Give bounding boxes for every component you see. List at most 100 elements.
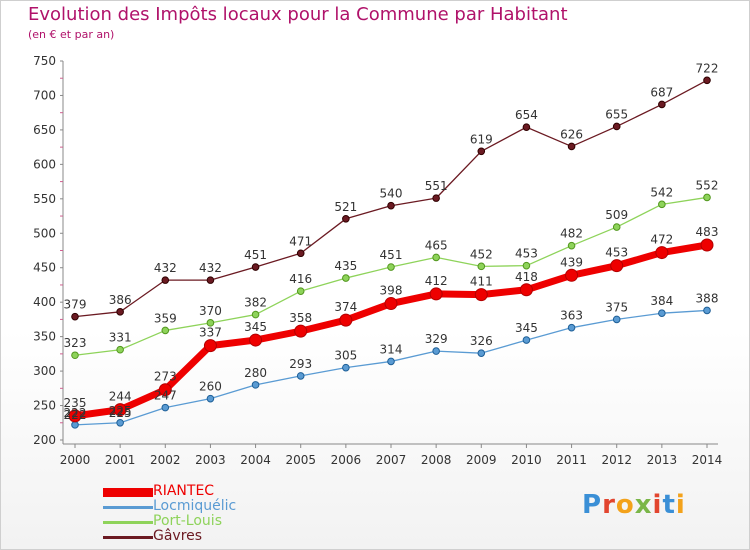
- data-point: [251, 381, 260, 389]
- proxiti-logo: Proxiti: [582, 490, 686, 520]
- data-label: 280: [244, 366, 267, 380]
- data-label: 435: [334, 259, 357, 273]
- x-tick-label: 2013: [647, 453, 678, 467]
- data-point: [387, 263, 395, 271]
- data-label: 509: [605, 208, 628, 222]
- data-label: 398: [380, 284, 403, 298]
- data-label: 654: [515, 108, 538, 122]
- data-label: 235: [64, 396, 87, 410]
- data-point: [116, 345, 124, 354]
- data-label: 418: [515, 270, 538, 284]
- data-point: [567, 241, 576, 250]
- data-point: [612, 315, 621, 324]
- data-point: [658, 100, 666, 109]
- data-point: [567, 142, 576, 151]
- legend-swatch: [103, 521, 153, 524]
- data-point: [610, 259, 624, 273]
- data-label: 359: [154, 311, 177, 325]
- legend-label: Gâvres: [153, 528, 203, 544]
- data-point: [206, 319, 215, 327]
- data-label: 655: [605, 107, 628, 121]
- data-point: [206, 394, 215, 403]
- x-tick-label: 2014: [692, 453, 723, 467]
- data-point: [158, 383, 172, 397]
- data-point: [474, 288, 488, 302]
- data-label: 379: [64, 298, 87, 312]
- legend-label: RIANTEC: [153, 483, 215, 499]
- data-label: 382: [244, 296, 267, 310]
- data-point: [565, 268, 579, 282]
- legend-label: Port-Louis: [153, 513, 222, 529]
- data-label: 542: [650, 185, 673, 199]
- data-label: 305: [334, 349, 357, 363]
- x-tick-label: 2002: [150, 453, 181, 467]
- data-point: [567, 323, 576, 332]
- data-label: 453: [515, 247, 538, 261]
- data-label: 337: [199, 326, 222, 340]
- y-tick-label: 200: [33, 433, 56, 447]
- data-point: [339, 313, 353, 327]
- x-tick-label: 2008: [421, 453, 452, 467]
- data-point: [342, 363, 350, 372]
- data-point: [432, 347, 440, 355]
- data-label: 293: [289, 357, 312, 371]
- data-label-extra: 222: [64, 408, 87, 422]
- y-tick-label: 500: [33, 226, 56, 240]
- x-tick-label: 2009: [466, 453, 497, 467]
- data-point: [296, 249, 305, 258]
- data-label: 452: [470, 247, 493, 261]
- data-label: 453: [605, 246, 628, 260]
- data-label: 416: [289, 272, 312, 286]
- data-point: [658, 309, 666, 318]
- logo-letter: i: [675, 490, 686, 520]
- x-tick-label: 2000: [60, 453, 91, 467]
- data-label: 370: [199, 304, 222, 318]
- data-point: [296, 372, 305, 380]
- data-label: 411: [470, 275, 493, 289]
- data-point: [387, 357, 395, 366]
- data-label: 432: [199, 261, 222, 275]
- data-label: 483: [696, 225, 719, 239]
- data-point: [342, 274, 350, 282]
- y-tick-label: 550: [33, 192, 56, 206]
- logo-letter: t: [662, 490, 676, 520]
- data-label: 386: [109, 293, 132, 307]
- data-point: [700, 238, 714, 252]
- x-tick-label: 2001: [105, 453, 136, 467]
- legend-item: Locmiquélic: [103, 499, 303, 515]
- data-point: [71, 351, 79, 360]
- axes: 200 250 300 350 400 450 500 550 600 650 700 750 2000…: [33, 54, 722, 467]
- data-point: [429, 287, 443, 301]
- logo-letter: r: [602, 490, 616, 520]
- data-point: [342, 215, 350, 223]
- x-tick-label: 2010: [511, 453, 542, 467]
- data-label: 244: [109, 390, 132, 404]
- data-point: [71, 421, 79, 429]
- data-label: 247: [154, 389, 177, 403]
- x-tick-label: 2011: [556, 453, 587, 467]
- data-point: [522, 123, 531, 131]
- x-tick-label: 2007: [376, 453, 407, 467]
- data-point: [161, 403, 170, 412]
- y-tick-label: 250: [33, 399, 56, 413]
- data-label: 412: [425, 274, 448, 288]
- data-point: [522, 261, 531, 270]
- series-layer: [68, 76, 714, 429]
- y-tick-label: 750: [33, 54, 56, 68]
- data-point: [522, 336, 531, 344]
- data-label: 314: [380, 342, 403, 356]
- data-label: 439: [560, 255, 583, 269]
- data-label: 552: [696, 178, 719, 192]
- y-tick-label: 300: [33, 364, 56, 378]
- data-point: [703, 306, 711, 315]
- x-tick-label: 2006: [331, 453, 362, 467]
- data-point: [161, 326, 170, 335]
- data-label: 619: [470, 132, 493, 146]
- legend-swatch: [103, 536, 153, 539]
- x-tick-label: 2012: [601, 453, 632, 467]
- data-label: 260: [199, 380, 222, 394]
- data-label: 331: [109, 331, 132, 345]
- data-point: [68, 409, 82, 423]
